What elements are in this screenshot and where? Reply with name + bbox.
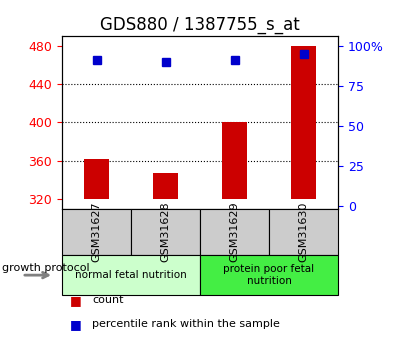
Text: GSM31629: GSM31629 [230,202,240,262]
Text: percentile rank within the sample: percentile rank within the sample [92,319,280,329]
Text: GSM31628: GSM31628 [160,202,170,262]
Text: GSM31630: GSM31630 [298,202,308,262]
Text: normal fetal nutrition: normal fetal nutrition [75,270,187,280]
Bar [154,173,178,199]
Text: count: count [92,295,124,305]
Text: GSM31627: GSM31627 [92,202,102,262]
Text: growth protocol: growth protocol [2,264,90,273]
Text: ■: ■ [70,294,82,307]
Bar [222,122,246,199]
Text: ■: ■ [70,318,82,331]
Text: GDS880 / 1387755_s_at: GDS880 / 1387755_s_at [100,16,300,33]
Bar [84,159,108,199]
Text: protein poor fetal
nutrition: protein poor fetal nutrition [224,264,314,286]
Bar [292,46,316,199]
